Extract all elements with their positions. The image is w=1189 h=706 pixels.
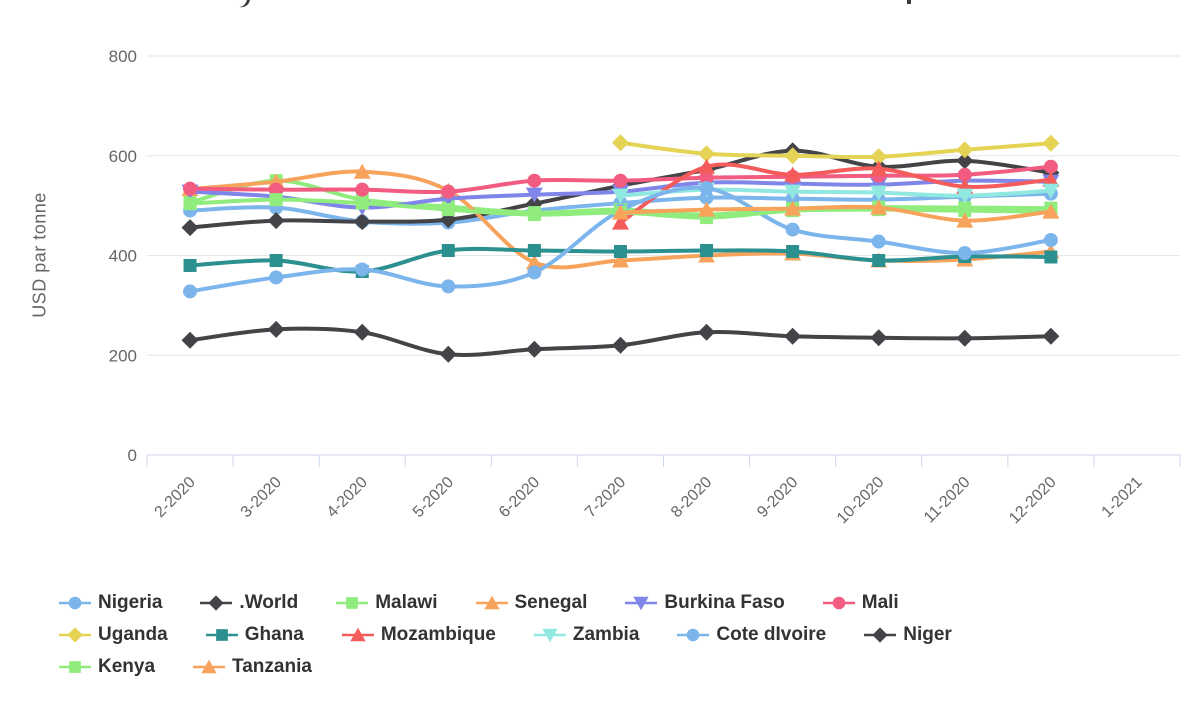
x-tick-label: 6-2020: [496, 474, 543, 521]
legend-item-mozambique[interactable]: Mozambique: [341, 623, 496, 647]
legend-label: Zambia: [572, 623, 640, 645]
circle-marker-icon: [822, 597, 855, 610]
legend-item-mali[interactable]: Mali: [822, 592, 899, 615]
legend-label: Mali: [861, 592, 899, 613]
x-tick-label: 12-2020: [1006, 474, 1060, 528]
x-tick-label: 10-2020: [834, 474, 888, 528]
triangle-marker-icon: [193, 659, 226, 674]
y-tick-label: 0: [128, 446, 137, 465]
legend-item-tanzania[interactable]: Tanzania: [193, 656, 312, 679]
series-tanzania[interactable]: [611, 199, 1060, 228]
y-axis-title: USD par tonne: [29, 192, 50, 318]
legend-label: Senegal: [514, 592, 588, 613]
legend-row: Kenya Tanzania: [59, 656, 952, 679]
circle-marker-icon: [677, 628, 710, 642]
y-tick-label: 600: [109, 147, 137, 166]
price-line-chart: 0 200 400 600 800 2-2020 3-2020 4-2020 5-2020 6-2…: [109, 47, 1181, 528]
legend-item-senegal[interactable]: Senegal: [475, 592, 588, 615]
diamond-marker-icon: [200, 595, 233, 612]
legend-label: Mozambique: [380, 623, 496, 645]
legend-label: Malawi: [375, 592, 438, 613]
series-uganda[interactable]: [611, 134, 1060, 166]
legend-item-cote-divoire[interactable]: Cote dIvoire: [677, 624, 826, 647]
gridlines: [147, 55, 1180, 356]
square-marker-icon: [336, 597, 369, 610]
x-axis-labels: 2-2020 3-2020 4-2020 5-2020 6-2020 7-2020 8-20…: [152, 474, 1146, 528]
triangle-down-marker-icon: [625, 597, 658, 611]
diamond-marker-icon: [59, 627, 91, 643]
triangle-marker-icon: [341, 627, 374, 642]
legend-label: Niger: [903, 623, 952, 645]
legend-label: Burkina Faso: [664, 592, 785, 613]
series-mozambique[interactable]: [611, 158, 1060, 230]
x-tick-label: 7-2020: [582, 474, 629, 521]
legend-item-uganda[interactable]: Uganda: [59, 624, 168, 647]
legend-item-nigeria[interactable]: Nigeria: [59, 592, 162, 615]
legend-label: Nigeria: [98, 592, 163, 613]
triangle-down-marker-icon: [533, 628, 566, 643]
x-tick-label: 2-2020: [152, 474, 199, 521]
legend-item-burkina-faso[interactable]: Burkina Faso: [625, 592, 785, 615]
legend-label: Kenya: [98, 655, 156, 677]
legend-row: Nigeria .World Malawi Senegal Burkina Faso Ma…: [59, 592, 952, 615]
square-marker-icon: [59, 661, 91, 673]
x-tick-label: 9-2020: [754, 474, 801, 521]
x-tick-label: 3-2020: [238, 474, 285, 521]
y-tick-label: 200: [109, 346, 137, 365]
triangle-marker-icon: [475, 596, 508, 610]
legend-item-kenya[interactable]: Kenya: [59, 656, 155, 679]
legend-item-niger[interactable]: Niger: [864, 624, 952, 647]
legend-row: Uganda Ghana Mozambique Zambia Cote dIvoire N…: [59, 624, 952, 647]
square-marker-icon: [205, 629, 238, 642]
legend-label: .World: [239, 592, 299, 613]
x-tick-label: 8-2020: [668, 474, 715, 521]
x-tick-label: 4-2020: [324, 474, 371, 521]
legend-item-malawi[interactable]: Malawi: [336, 592, 438, 615]
legend-item-ghana[interactable]: Ghana: [205, 623, 304, 647]
legend-label: Tanzania: [232, 655, 312, 677]
clipped-title-fragment-right: [907, 0, 911, 4]
y-tick-label: 800: [109, 47, 137, 66]
chart-legend: Nigeria .World Malawi Senegal Burkina Faso Ma…: [59, 592, 952, 678]
x-tick-label: 1-2021: [1099, 474, 1146, 521]
legend-item-zambia[interactable]: Zambia: [533, 623, 640, 647]
diamond-marker-icon: [864, 627, 897, 643]
y-axis-labels: 0 200 400 600 800: [109, 47, 137, 465]
x-tick-label: 5-2020: [410, 474, 457, 521]
x-tick-label: 11-2020: [921, 474, 974, 527]
circle-marker-icon: [59, 597, 91, 610]
series-niger[interactable]: [181, 320, 1060, 363]
y-tick-label: 400: [109, 247, 137, 266]
x-axis: [146, 454, 1181, 467]
legend-item--world[interactable]: .World: [200, 592, 298, 615]
legend-label: Ghana: [244, 623, 304, 645]
legend-label: Uganda: [98, 623, 168, 645]
legend-label: Cote dIvoire: [716, 623, 827, 645]
